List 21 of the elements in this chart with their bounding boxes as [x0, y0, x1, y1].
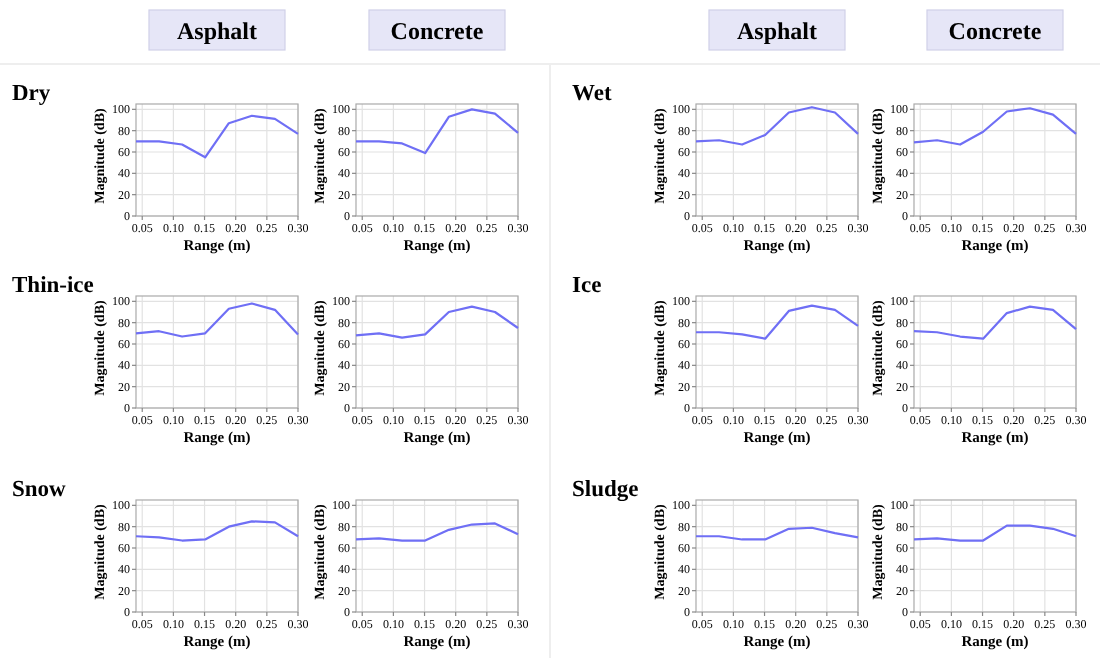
- text: Thin-ice: [12, 274, 94, 298]
- text: Ice: [572, 274, 602, 298]
- line-series: [354, 305, 520, 339]
- text: Sludge: [572, 478, 639, 502]
- line-series: [694, 304, 860, 340]
- chart-title: Asphalt: [736, 17, 818, 45]
- line-series: [354, 522, 520, 542]
- text: Wet: [572, 82, 612, 106]
- line-series: [134, 520, 300, 542]
- chart-title: Concrete: [390, 17, 485, 45]
- text: Dry: [12, 82, 51, 106]
- text: Snow: [12, 478, 68, 502]
- line-series: [912, 107, 1078, 146]
- chart-title: Asphalt: [176, 17, 258, 45]
- chart-title: Concrete: [948, 17, 1043, 45]
- line-series: [134, 114, 300, 159]
- line-series: [912, 524, 1078, 542]
- line-series: [694, 106, 860, 146]
- line-series: [134, 302, 300, 338]
- line-series: [912, 305, 1078, 340]
- line-series: [354, 108, 520, 155]
